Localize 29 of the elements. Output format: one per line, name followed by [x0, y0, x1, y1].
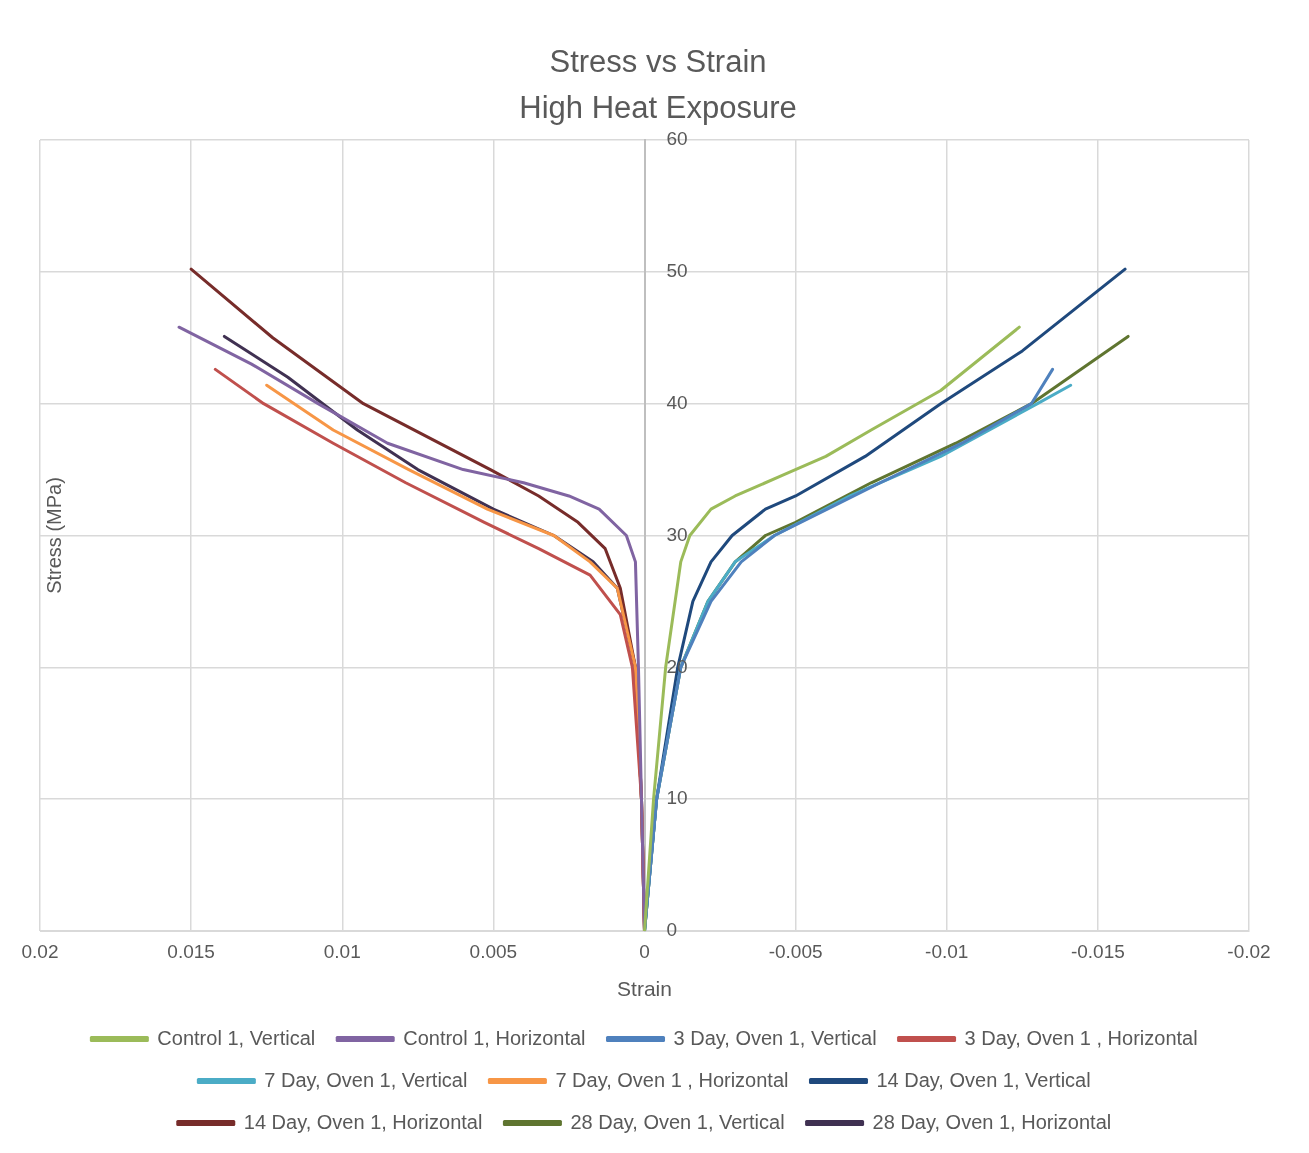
- legend-label: 7 Day, Oven 1 , Horizontal: [555, 1068, 789, 1091]
- x-tick-label: -0.005: [768, 940, 823, 962]
- x-tick-label: -0.02: [1227, 940, 1271, 962]
- y-tick-label: 40: [666, 391, 688, 413]
- legend-label: Control 1, Vertical: [157, 1026, 316, 1049]
- x-tick-label: -0.01: [925, 940, 969, 962]
- y-tick-label: 30: [666, 523, 688, 545]
- x-tick-label: 0.01: [323, 940, 361, 962]
- y-tick-label: 10: [666, 787, 688, 809]
- chart-title: Stress vs Strain: [549, 43, 767, 79]
- y-tick-label: 0: [666, 919, 678, 941]
- x-axis-title: Strain: [617, 977, 672, 1001]
- legend-label: 14 Day, Oven 1, Vertical: [876, 1068, 1091, 1091]
- chart-subtitle: High Heat Exposure: [519, 89, 797, 125]
- legend-label: 3 Day, Oven 1, Vertical: [673, 1026, 877, 1049]
- y-axis-title: Stress (MPa): [42, 477, 65, 594]
- legend-label: 14 Day, Oven 1, Horizontal: [243, 1110, 483, 1133]
- x-tick-label: 0.02: [21, 940, 59, 962]
- x-tick-label: -0.015: [1070, 940, 1125, 962]
- y-tick-label: 60: [666, 128, 688, 150]
- legend-label: 28 Day, Oven 1, Vertical: [570, 1110, 785, 1133]
- legend-label: 3 Day, Oven 1 , Horizontal: [964, 1026, 1198, 1049]
- x-tick-label: 0.005: [469, 940, 518, 962]
- legend-label: 7 Day, Oven 1, Vertical: [264, 1068, 468, 1091]
- legend-label: Control 1, Horizontal: [403, 1026, 586, 1049]
- legend-label: 28 Day, Oven 1, Horizontal: [872, 1110, 1112, 1133]
- x-tick-label: 0: [639, 940, 650, 962]
- y-tick-label: 50: [666, 260, 688, 282]
- x-tick-label: 0.015: [167, 940, 215, 962]
